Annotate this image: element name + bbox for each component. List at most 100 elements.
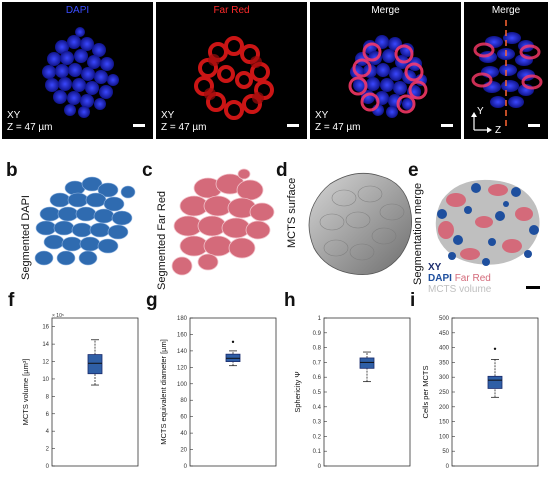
panel-label-h: h [284,290,296,311]
y-tick-label: 120 [177,365,188,371]
caption-segmentation-merge: Segmentation merge [412,182,424,285]
y-tick-label: 100 [439,434,450,440]
dapi-image-panel: DAPI XY Z = 47 µm [2,2,153,139]
merge-yz-image [471,20,543,133]
y-tick-label: 0.6 [313,375,322,381]
plot-frame [451,317,539,467]
y-multiplier: × 10⁵ [52,313,64,319]
y-tick-label: 40 [180,431,187,437]
y-tick-label: 60 [180,415,187,421]
segmented-dapi-render [34,176,136,266]
y-tick-label: 150 [439,420,450,426]
y-tick-label: 300 [439,375,450,381]
outlier-point [493,347,497,350]
panel-label-c: c [142,160,153,181]
merge-yz-panel: Merge Y Z [464,2,548,139]
dapi-title: DAPI [65,5,90,16]
boxplot-mcts-volume: 0 2 4 6 8 10 12 14 16× 10⁵ MCTS volume [µm³] [21,313,139,470]
y-tick-label: 0.2 [313,434,322,440]
box-iqr [359,357,375,369]
y-tick-label: 1 [318,316,322,322]
y-tick-label: 6 [46,412,50,418]
y-tick-label: 0 [318,464,322,470]
segmentation-merge-render [435,179,540,266]
merge-info: XY Z = 47 µm [315,110,361,133]
y-axis-label: Cells per MCTS [421,366,430,419]
y-tick-label: 200 [439,405,450,411]
y-tick-label: 350 [439,360,450,366]
scale-bar [133,124,145,127]
box-iqr [487,375,503,389]
y-tick-label: 0 [446,464,450,470]
scale-bar [287,124,299,127]
y-tick-label: 10 [42,377,49,383]
box-iqr [87,354,103,375]
y-tick-label: 50 [442,449,449,455]
axis-y-label: Y [477,106,484,117]
y-tick-label: 140 [177,349,188,355]
panel-label-g: g [146,290,158,311]
y-axis-label: MCTS equivalent diameter [µm] [159,339,168,445]
y-tick-label: 20 [180,448,187,454]
y-tick-label: 80 [180,398,187,404]
y-tick-label: 8 [46,394,50,400]
merge-title: Merge [371,5,400,16]
panel-label-i: i [410,290,416,311]
legend-xy: XY [428,262,442,273]
y-axis-label: Sphericity Ψ [293,371,302,412]
y-tick-label: 0.5 [313,390,322,396]
y-axis-label: MCTS volume [µm³] [21,359,30,426]
caption-segmented-far-red: Segmented Far Red [156,190,168,290]
y-tick-label: 12 [42,360,49,366]
dapi-info: XY Z = 47 µm [7,110,53,133]
panel-label-d: d [276,160,288,181]
farred-cells-image [194,36,274,120]
merge-xy-image [348,35,428,118]
y-tick-label: 250 [439,390,450,396]
dapi-nuclei-image [42,27,119,118]
scale-bar [526,286,540,289]
legend-mcts-volume: MCTS volume [428,284,492,295]
y-tick-label: 16 [42,325,49,331]
y-tick-label: 0.9 [313,331,322,337]
segmented-farred-render [171,168,275,276]
y-tick-label: 0.7 [313,360,322,366]
panel-label-e: e [408,160,419,181]
farred-image-panel: Far Red XY Z = 47 µm [156,2,307,139]
y-tick-label: 0.4 [313,405,322,411]
y-tick-label: 100 [177,382,188,388]
boxplot-sphericity: 0 0.1 0.2 0.3 0.4 0.5 0.6 0.7 0.8 0.9 1 Sphericity … [293,316,411,470]
y-tick-label: 14 [42,342,49,348]
y-tick-label: 0.1 [313,449,322,455]
farred-info: XY Z = 47 µm [161,110,207,133]
y-tick-label: 0 [46,464,50,470]
legend-farred: Far Red [454,273,491,284]
merge-yz-title: Merge [491,5,521,16]
y-tick-label: 0.3 [313,420,322,426]
panel-label-b: b [6,160,18,181]
y-tick-label: 0 [184,464,188,470]
y-tick-label: 4 [46,429,50,435]
y-tick-label: 160 [177,332,188,338]
legend-dapi: DAPI [428,273,452,284]
y-tick-label: 400 [439,346,450,352]
boxplot-cells-per-mcts: 0 50 100 150 200 250 300 350 400 450 500 Cells per … [421,316,539,470]
plot-frame [189,317,277,467]
plot-frame [323,317,411,467]
panel-label-f: f [8,290,15,311]
mcts-surface-render [308,172,413,275]
axis-z-label: Z [495,125,502,136]
legend-dapi-farred: DAPI Far Red [428,273,491,284]
caption-mcts-surface: MCTS surface [286,177,298,248]
y-tick-label: 450 [439,331,450,337]
boxplot-equivalent-diameter: 0 20 40 60 80 100 120 140 160 180 MCTS equivalent … [159,316,277,470]
y-tick-label: 0.8 [313,346,322,352]
y-tick-label: 180 [177,316,188,322]
scale-bar [528,124,540,127]
farred-title: Far Red [213,5,250,16]
y-tick-label: 500 [439,316,450,322]
plot-frame [51,317,139,467]
merge-xy-panel: Merge XY Z = 47 µm [310,2,461,139]
scale-bar [441,124,453,127]
y-tick-label: 2 [46,447,50,453]
